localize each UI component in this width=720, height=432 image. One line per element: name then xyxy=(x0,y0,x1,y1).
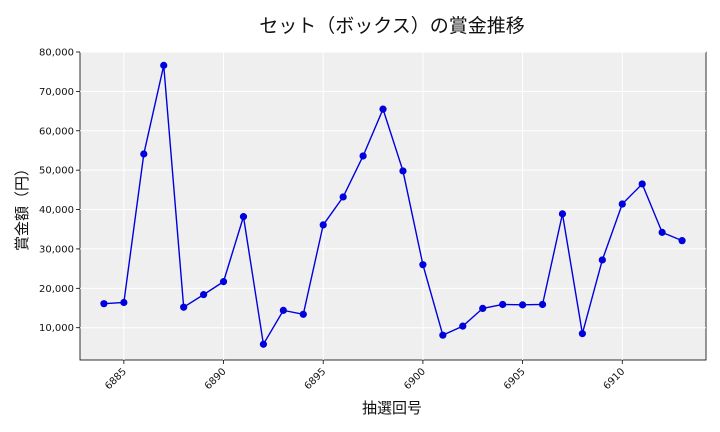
data-point xyxy=(538,300,547,309)
y-tick-label: 30,000 xyxy=(39,244,74,255)
chart-title: セット（ボックス）の賞金推移 xyxy=(259,15,524,37)
data-point xyxy=(120,298,128,307)
x-axis-ticks: 6885 6890 6895 6900 6905 6910 xyxy=(103,360,627,392)
data-point xyxy=(319,221,327,229)
data-point xyxy=(239,213,248,221)
y-axis-ticks: 10,000 20,000 30,000 40,000 50,000 60,000 70,0… xyxy=(39,48,80,334)
data-point xyxy=(279,306,287,314)
data-point xyxy=(578,330,586,338)
data-point xyxy=(558,210,567,218)
data-point xyxy=(618,200,626,208)
y-tick-label: 80,000 xyxy=(39,48,74,59)
data-point xyxy=(200,291,208,299)
y-tick-label: 50,000 xyxy=(39,166,74,177)
data-point xyxy=(259,340,268,348)
series-group xyxy=(100,61,686,348)
x-tick-label: 6905 xyxy=(502,366,528,392)
y-axis-label: 賞金額（円） xyxy=(13,161,31,251)
data-point xyxy=(359,152,367,160)
x-tick-label: 6895 xyxy=(303,366,329,392)
data-point xyxy=(419,261,427,269)
data-point xyxy=(140,150,148,158)
y-tick-label: 40,000 xyxy=(39,205,74,216)
data-point xyxy=(459,322,467,330)
data-point xyxy=(518,301,527,309)
data-point xyxy=(180,303,188,311)
data-point xyxy=(479,304,487,313)
series-line xyxy=(103,65,683,347)
data-point xyxy=(339,193,347,201)
data-point xyxy=(658,228,666,236)
x-tick-label: 6890 xyxy=(203,366,229,392)
data-point xyxy=(160,61,168,69)
x-tick-label: 6900 xyxy=(402,366,428,392)
plot-area xyxy=(79,51,707,361)
y-tick-label: 70,000 xyxy=(39,87,74,98)
data-point xyxy=(399,167,407,175)
data-point xyxy=(100,300,108,308)
data-point xyxy=(499,300,507,309)
data-point xyxy=(439,331,447,339)
data-point xyxy=(638,180,646,188)
data-point xyxy=(678,237,686,245)
x-axis-label: 抽選回号 xyxy=(362,399,422,417)
data-point xyxy=(219,278,228,286)
y-tick-label: 60,000 xyxy=(39,126,74,137)
y-tick-label: 20,000 xyxy=(39,284,74,295)
x-tick-label: 6885 xyxy=(103,366,129,392)
data-point xyxy=(379,105,387,113)
y-tick-label: 10,000 xyxy=(39,323,74,334)
data-point xyxy=(299,310,307,318)
data-point xyxy=(598,256,606,264)
x-tick-label: 6910 xyxy=(602,366,628,392)
